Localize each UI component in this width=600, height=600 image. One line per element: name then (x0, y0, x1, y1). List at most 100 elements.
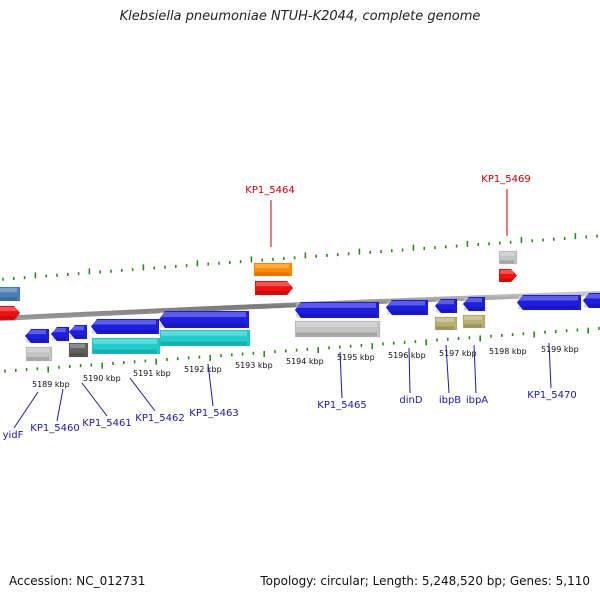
gene-cyan-1-shape[interactable] (91, 337, 161, 355)
gene-grey-kp1-5465-shape[interactable] (294, 320, 381, 338)
gene-leader-line (445, 344, 450, 394)
gene-kp1-5470-shine (518, 296, 578, 301)
gene-label-bottom[interactable]: ibpA (466, 395, 488, 406)
gene-label-bottom[interactable]: KP1_5465 (317, 400, 366, 411)
gene-kp1-5464-orange-shade (255, 272, 289, 276)
gene-blue-2[interactable] (50, 326, 70, 342)
gene-kp1-5464-orange[interactable] (253, 262, 293, 277)
gene-grey-right-top[interactable] (498, 250, 518, 265)
gene-blue-edge[interactable] (582, 292, 600, 309)
gene-dind[interactable] (385, 299, 429, 316)
gene-dind-shine (387, 301, 425, 306)
gene-ibpb[interactable] (434, 298, 458, 314)
gene-ibpa[interactable] (462, 296, 486, 312)
gene-kp1-5465[interactable] (294, 301, 380, 319)
gene-grey-yidf-shape[interactable] (25, 346, 53, 362)
gene-blue-1-shine (26, 330, 46, 335)
gene-blue-3-shine (70, 326, 84, 331)
map-title: Klebsiella pneumoniae NTUH-K2044, comple… (119, 9, 481, 24)
gene-cyan-1-shine (93, 339, 157, 344)
gene-label-bottom[interactable]: KP1_5470 (527, 390, 576, 401)
gene-kp1-5465-shine (296, 303, 376, 308)
gene-kp1-5463[interactable] (158, 310, 250, 329)
gene-red-left-shape[interactable] (0, 305, 21, 321)
gene-kp1-5469[interactable] (498, 268, 518, 283)
gene-grey-yidf-shine (27, 348, 49, 353)
gene-olive-ibpa[interactable] (462, 314, 486, 329)
gene-kp1-5464[interactable] (254, 280, 294, 296)
gene-kp1-5462-shade (92, 329, 156, 334)
gene-blue-3[interactable] (68, 324, 88, 340)
gene-kp1-5470[interactable] (516, 294, 582, 311)
gene-label-bottom[interactable]: KP1_5460 (30, 423, 79, 434)
gene-red-left-shine (0, 307, 17, 312)
gene-olive-ibpa-shine (464, 316, 482, 320)
gene-ibpb-shape[interactable] (434, 298, 458, 314)
gene-ibpa-shine (464, 298, 482, 303)
gene-label-bottom[interactable]: KP1_5462 (135, 413, 184, 424)
gene-blue-2-shape[interactable] (50, 326, 70, 342)
gene-blue-edge-shine (584, 294, 600, 299)
gene-blue-2-shade (52, 337, 66, 341)
gene-kp1-5463-shine (160, 312, 246, 318)
gene-label-bottom[interactable]: dinD (399, 395, 422, 406)
gene-grey-kp1-5465[interactable] (294, 320, 381, 338)
gene-label-bottom[interactable]: yidF (3, 430, 24, 441)
gene-olive-ibpb-shape[interactable] (434, 316, 458, 331)
gene-grey-kp1-5465-shine (296, 322, 377, 327)
kbp-tick-label: 5189 kbp (32, 380, 70, 389)
gene-label-top[interactable]: KP1_5469 (481, 174, 530, 185)
gene-cyan-2-shape[interactable] (159, 329, 251, 347)
gene-kp1-5464-orange-shine (255, 264, 289, 268)
gene-kp1-5462-shine (92, 320, 156, 325)
gene-dind-shade (387, 310, 425, 315)
gene-label-bottom[interactable]: ibpB (439, 395, 461, 406)
gene-kp1-5463-shade (160, 323, 246, 328)
gene-steel-left-shade (0, 297, 17, 301)
gene-grey-right-top-shine (500, 252, 514, 256)
gene-grey-right-top-shape[interactable] (498, 250, 518, 265)
gene-blue-3-shape[interactable] (68, 324, 88, 340)
gene-kp1-5465-shape[interactable] (294, 301, 380, 319)
gene-label-bottom[interactable]: KP1_5461 (82, 418, 131, 429)
gene-kp1-5462-shape[interactable] (90, 318, 160, 335)
kbp-tick-label: 5199 kbp (541, 345, 579, 354)
kbp-tick-label: 5196 kbp (388, 351, 426, 360)
gene-grey-yidf[interactable] (25, 346, 53, 362)
gene-dark-kp1-5461[interactable] (68, 342, 89, 358)
gene-blue-edge-shape[interactable] (582, 292, 600, 309)
gene-kp1-5470-shape[interactable] (516, 294, 582, 311)
gene-cyan-1[interactable] (91, 337, 161, 355)
gene-label-top[interactable]: KP1_5464 (245, 185, 294, 196)
gene-kp1-5463-shape[interactable] (158, 310, 250, 329)
gene-olive-ibpb[interactable] (434, 316, 458, 331)
gene-dind-shape[interactable] (385, 299, 429, 316)
gene-blue-1[interactable] (24, 328, 50, 344)
gene-grey-yidf-shade (27, 357, 49, 361)
gene-kp1-5464-shape[interactable] (254, 280, 294, 296)
gene-blue-1-shape[interactable] (24, 328, 50, 344)
gene-steel-left[interactable] (0, 286, 21, 302)
gene-kp1-5462[interactable] (90, 318, 160, 335)
gene-red-left[interactable] (0, 305, 21, 321)
gene-kp1-5470-shade (518, 305, 578, 310)
gene-kp1-5469-shape[interactable] (498, 268, 518, 283)
gene-kp1-5464-orange-shape[interactable] (253, 262, 293, 277)
gene-olive-ibpb-shine (436, 318, 454, 322)
kbp-tick-label: 5190 kbp (83, 374, 121, 383)
gene-grey-kp1-5465-shade (296, 332, 377, 337)
gene-cyan-2[interactable] (159, 329, 251, 347)
gene-ibpb-shine (436, 300, 454, 305)
gene-blue-2-shine (52, 328, 66, 333)
gene-label-bottom[interactable]: KP1_5463 (189, 408, 238, 419)
gene-leader-line (408, 347, 411, 394)
kbp-tick-label: 5194 kbp (286, 357, 324, 366)
gene-dark-kp1-5461-shape[interactable] (68, 342, 89, 358)
gene-grey-right-top-shade (500, 260, 514, 264)
gene-ibpa-shape[interactable] (462, 296, 486, 312)
gene-olive-ibpa-shape[interactable] (462, 314, 486, 329)
gene-cyan-1-shade (93, 349, 157, 354)
gene-steel-left-shape[interactable] (0, 286, 21, 302)
kbp-tick-label: 5198 kbp (489, 347, 527, 356)
